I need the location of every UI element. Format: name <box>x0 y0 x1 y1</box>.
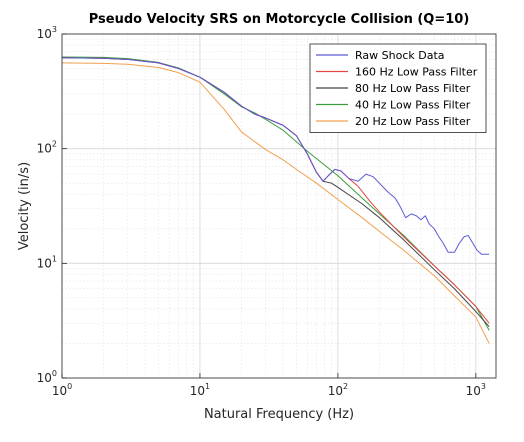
series-lines <box>61 56 490 344</box>
series-line-20-hz-low-pass-filter <box>61 62 490 344</box>
legend-item: 20 Hz Low Pass Filter <box>316 115 471 128</box>
y-tick-label: 100 <box>37 369 57 385</box>
x-axis-label: Natural Frequency (Hz) <box>204 407 354 422</box>
legend-item: 80 Hz Low Pass Filter <box>316 82 471 95</box>
x-tick-label: 101 <box>190 382 210 398</box>
x-tick-label: 103 <box>466 382 486 398</box>
legend-item: 40 Hz Low Pass Filter <box>316 99 471 112</box>
y-tick-label: 102 <box>37 140 57 156</box>
y-axis-label: Velocity (in/s) <box>17 162 32 250</box>
y-tick-label: 101 <box>37 254 57 270</box>
legend-label: 40 Hz Low Pass Filter <box>355 99 471 112</box>
series-line-raw-shock-data <box>61 57 490 255</box>
legend-item: 160 Hz Low Pass Filter <box>316 66 478 79</box>
plot-frame <box>61 33 497 379</box>
chart-title: Pseudo Velocity SRS on Motorcycle Collis… <box>89 12 470 27</box>
x-tick-label: 102 <box>328 382 348 398</box>
legend-label: Raw Shock Data <box>355 49 445 62</box>
legend-label: 160 Hz Low Pass Filter <box>355 66 478 79</box>
y-tick-label: 103 <box>37 25 57 41</box>
axis-ticks: 100 101 102 103 100 101 102 103 <box>37 25 486 398</box>
legend: Raw Shock Data 160 Hz Low Pass Filter 80 H… <box>309 43 487 133</box>
x-tick-label: 100 <box>52 382 72 398</box>
legend-item: Raw Shock Data <box>316 49 445 62</box>
legend-label: 80 Hz Low Pass Filter <box>355 82 471 95</box>
legend-label: 20 Hz Low Pass Filter <box>355 115 471 128</box>
